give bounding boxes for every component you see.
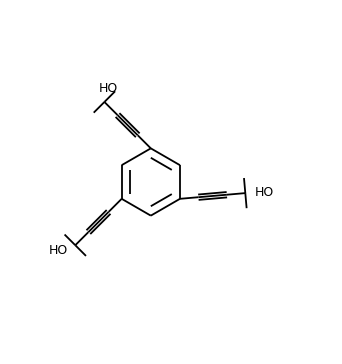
Text: HO: HO <box>99 82 118 95</box>
Text: HO: HO <box>49 244 68 257</box>
Text: HO: HO <box>254 186 274 199</box>
